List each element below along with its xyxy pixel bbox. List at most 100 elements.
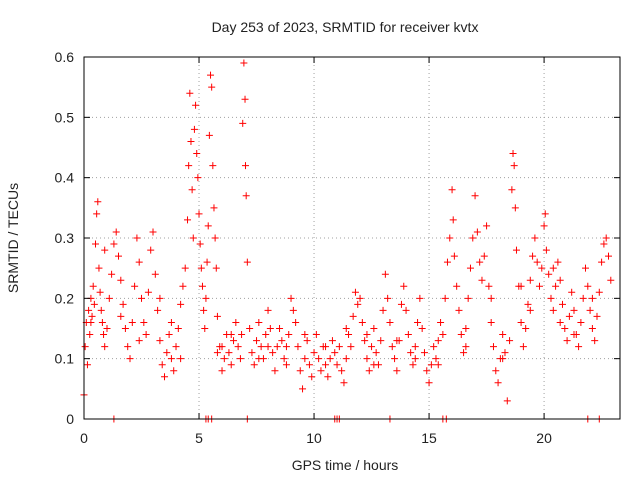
data-point	[255, 355, 263, 363]
data-point	[450, 252, 458, 260]
data-point	[144, 288, 152, 296]
data-point	[188, 186, 196, 194]
y-tick-label: 0	[66, 411, 74, 427]
data-point	[526, 276, 534, 284]
x-tick-label: 5	[195, 430, 203, 446]
data-point	[363, 355, 371, 363]
data-point	[161, 373, 169, 381]
data-point	[384, 294, 392, 302]
data-point	[487, 294, 495, 302]
data-point	[538, 264, 546, 272]
data-point	[517, 282, 525, 290]
data-point	[202, 294, 210, 302]
data-point	[462, 325, 470, 332]
data-point	[140, 318, 148, 326]
data-point	[464, 294, 472, 302]
data-point	[434, 337, 442, 345]
data-point	[485, 282, 493, 290]
data-point	[243, 258, 251, 266]
data-point	[117, 312, 125, 320]
data-point	[483, 222, 491, 230]
data-point	[402, 306, 410, 314]
data-point	[186, 89, 194, 97]
data-point	[97, 306, 105, 314]
data-point	[354, 300, 362, 308]
data-point	[278, 337, 286, 345]
data-point	[280, 355, 288, 363]
data-point	[542, 246, 550, 254]
x-tick-labels: 0 5 10 15 20	[80, 430, 552, 446]
data-point	[103, 325, 111, 332]
data-point	[133, 234, 141, 242]
data-point	[294, 343, 302, 351]
data-point	[92, 240, 100, 248]
data-point	[81, 343, 89, 351]
data-point	[524, 300, 532, 308]
data-point	[434, 361, 442, 369]
data-point	[591, 337, 599, 345]
data-point	[105, 294, 113, 302]
data-point	[287, 294, 295, 302]
data-point	[238, 331, 246, 339]
data-point	[90, 300, 98, 308]
data-point	[501, 349, 509, 357]
data-point	[100, 331, 108, 339]
data-point	[98, 318, 106, 326]
data-point	[285, 331, 293, 339]
data-point	[207, 71, 215, 79]
data-point	[322, 361, 330, 369]
data-point	[192, 101, 200, 109]
data-point	[335, 343, 343, 351]
data-point	[347, 343, 355, 351]
data-point	[356, 294, 364, 302]
data-point	[248, 349, 256, 357]
data-point	[119, 300, 127, 308]
data-point	[264, 343, 272, 351]
data-point	[509, 150, 517, 158]
data-point	[210, 204, 218, 212]
data-point	[331, 349, 339, 357]
y-axis-title: SRMTID / TECUs	[5, 183, 21, 293]
data-point	[363, 331, 371, 339]
data-point	[602, 234, 610, 242]
data-point	[301, 331, 309, 339]
data-point	[282, 343, 290, 351]
data-point	[190, 125, 198, 133]
data-point	[203, 258, 211, 266]
data-point	[358, 318, 366, 326]
data-point	[466, 264, 474, 272]
data-point	[561, 325, 569, 332]
data-point	[94, 198, 102, 206]
data-point	[581, 264, 589, 272]
data-point	[473, 228, 481, 236]
data-point	[220, 355, 228, 363]
data-point	[201, 325, 209, 332]
data-point	[317, 367, 325, 375]
data-point	[213, 312, 221, 320]
data-point	[250, 361, 258, 369]
data-point	[407, 349, 415, 357]
data-point	[189, 234, 197, 242]
data-point	[370, 361, 378, 369]
data-point	[443, 258, 451, 266]
data-point	[147, 246, 155, 254]
data-point	[391, 355, 399, 363]
y-tick-label: 0.1	[55, 351, 75, 367]
data-point	[204, 222, 212, 230]
data-point	[441, 294, 449, 302]
data-point	[568, 288, 576, 296]
data-point	[370, 325, 378, 332]
data-point	[85, 306, 93, 314]
data-point	[246, 325, 254, 332]
data-point	[213, 349, 221, 357]
data-point	[328, 337, 336, 345]
data-point	[167, 318, 175, 326]
data-point	[83, 361, 91, 369]
data-point	[163, 349, 171, 357]
data-point	[397, 300, 405, 308]
data-point	[135, 337, 143, 345]
data-point	[462, 343, 470, 351]
data-point	[271, 367, 279, 375]
data-point	[584, 282, 592, 290]
data-points	[80, 59, 615, 423]
